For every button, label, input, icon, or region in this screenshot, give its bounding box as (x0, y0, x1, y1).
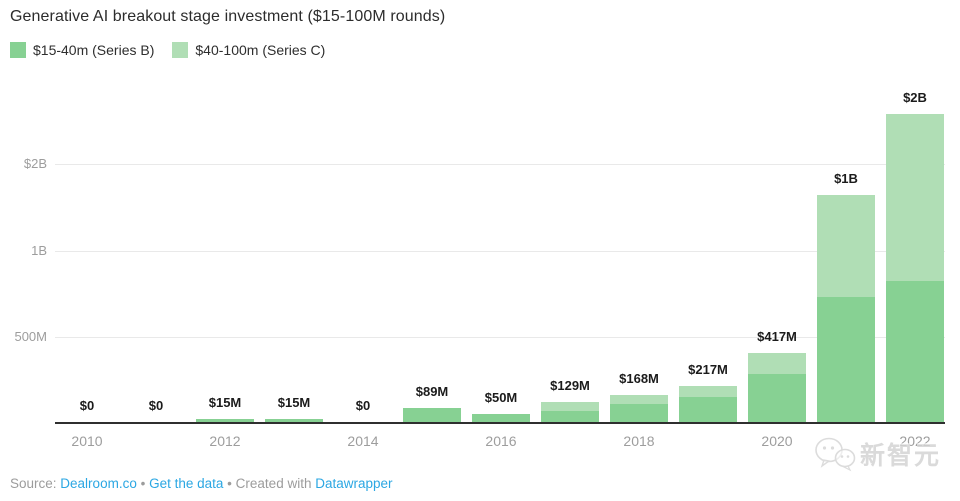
bar-2020-series-b-segment (748, 374, 806, 422)
datawrapper-link[interactable]: Datawrapper (315, 476, 393, 491)
legend-item-series-b: $15-40m (Series B) (10, 42, 154, 58)
bar-value-label-2017: $129M (550, 378, 590, 393)
legend-item-series-c: $40-100m (Series C) (172, 42, 325, 58)
series-b-swatch-icon (10, 42, 26, 58)
legend-label-series-c: $40-100m (Series C) (195, 42, 326, 58)
bar-value-label-2013: $15M (277, 395, 311, 410)
separator-dot: • (140, 476, 146, 491)
bar-2015 (403, 408, 461, 422)
wechat-bubbles-icon (815, 437, 856, 472)
bar-value-label-2021: $1B (834, 171, 858, 186)
bar-2013 (265, 419, 323, 422)
y-tick-label: 1B (31, 243, 47, 258)
x-tick-label-2018: 2018 (623, 433, 655, 449)
bar-2020 (748, 353, 806, 422)
source-link[interactable]: Dealroom.co (60, 476, 137, 491)
bar-value-label-2014: $0 (355, 398, 371, 413)
bar-2018-series-b-segment (610, 404, 668, 422)
bar-2013-series-b-segment (265, 419, 323, 422)
y-tick-label: $2B (23, 156, 47, 171)
bar-value-label-2022: $2B (903, 90, 927, 105)
bar-value-label-2012: $15M (208, 395, 242, 410)
bar-value-label-2018: $168M (619, 371, 659, 386)
bar-2017 (541, 402, 599, 422)
x-tick-label-2022: 2022 (899, 433, 931, 449)
bar-2016-series-b-segment (472, 414, 530, 422)
bar-2021 (817, 195, 875, 422)
bar-2022-series-b-segment (886, 281, 944, 422)
x-tick-label-2014: 2014 (347, 433, 379, 449)
series-c-swatch-icon (172, 42, 189, 58)
legend-label-series-b: $15-40m (Series B) (33, 42, 155, 58)
bar-2016 (472, 414, 530, 422)
gridline (55, 251, 945, 252)
bar-2017-series-b-segment (541, 411, 599, 422)
bar-value-label-2020: $417M (757, 329, 797, 344)
created-with-label: Created with (235, 476, 312, 491)
legend: $15-40m (Series B) $40-100m (Series C) (10, 42, 325, 58)
chart-title: Generative AI breakout stage investment … (10, 8, 446, 25)
bar-2021-series-b-segment (817, 297, 875, 422)
x-tick-label-2020: 2020 (761, 433, 793, 449)
bar-value-label-2011: $0 (148, 398, 164, 413)
source-prefix: Source: (10, 476, 57, 491)
separator-dot: • (227, 476, 232, 491)
bar-value-label-2010: $0 (79, 398, 95, 413)
x-tick-label-2016: 2016 (485, 433, 517, 449)
get-the-data-link[interactable]: Get the data (149, 476, 224, 491)
bar-2012 (196, 419, 254, 422)
bar-2022 (886, 114, 944, 422)
gridline (55, 337, 945, 338)
gridline (55, 164, 945, 165)
bar-2018 (610, 395, 668, 422)
bar-value-label-2016: $50M (484, 390, 518, 405)
bar-2019 (679, 386, 737, 422)
footer: Source: Dealroom.co • Get the data • Cre… (10, 476, 393, 491)
x-axis-line (55, 422, 945, 424)
bar-2019-series-b-segment (679, 397, 737, 422)
x-tick-label-2010: 2010 (71, 433, 103, 449)
bar-value-label-2015: $89M (415, 384, 449, 399)
bar-2012-series-b-segment (196, 419, 254, 422)
bar-value-label-2019: $217M (688, 362, 728, 377)
y-tick-label: 500M (14, 329, 47, 344)
x-tick-label-2012: 2012 (209, 433, 241, 449)
bar-2015-series-b-segment (403, 408, 461, 422)
